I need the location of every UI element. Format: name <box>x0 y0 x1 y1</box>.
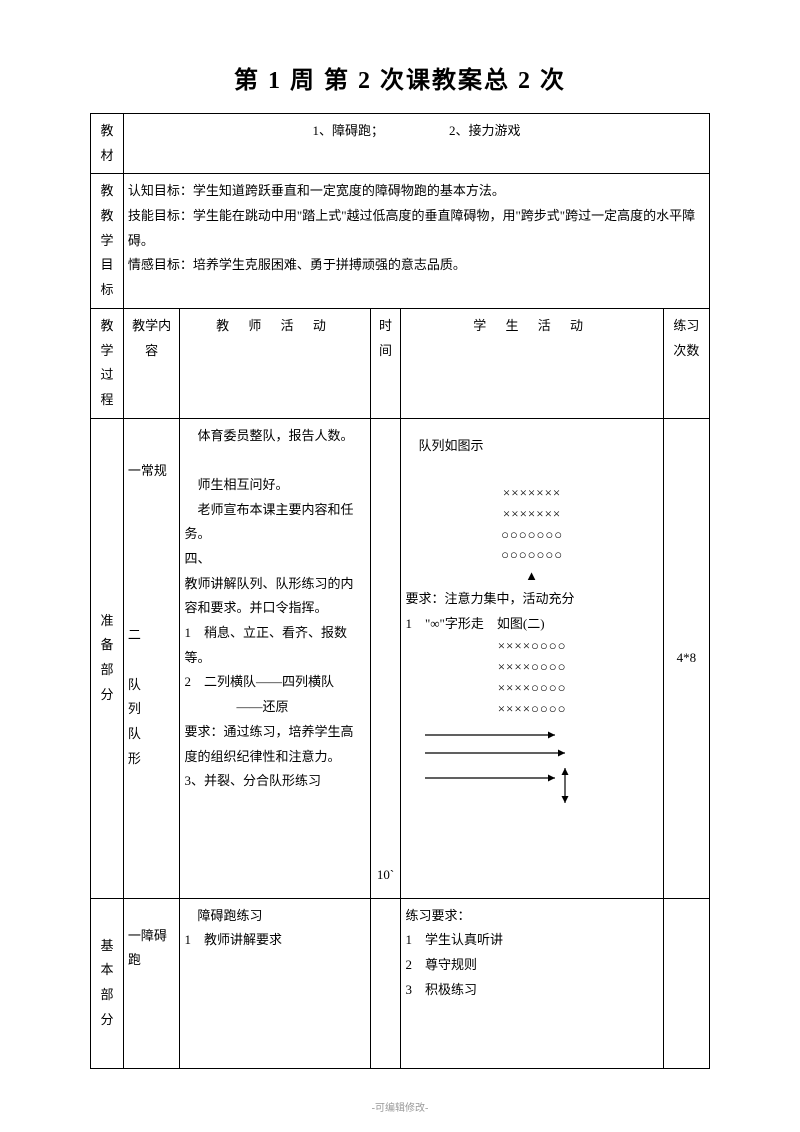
material-label: 教材 <box>91 114 124 174</box>
prep-content2: 二 队列队形 <box>128 623 176 771</box>
goals-label: 教 教学目标 <box>91 174 124 308</box>
header-reps: 练习次数 <box>663 308 709 418</box>
arrows-diagram <box>405 723 585 808</box>
prep-reps: 4*8 <box>663 418 709 898</box>
prep-section-label: 准备部分 <box>91 418 124 898</box>
header-time: 时间 <box>370 308 401 418</box>
header-student: 学 生 活 动 <box>401 308 663 418</box>
basic-reps <box>663 898 709 1068</box>
page-title: 第 1 周 第 2 次课教案总 2 次 <box>90 60 710 95</box>
page-footer: -可编辑修改- <box>0 1099 800 1114</box>
material-content: 1、障碍跑； 2、接力游戏 <box>123 114 709 174</box>
header-process: 教学过程 <box>91 308 124 418</box>
goals-content: 认知目标：学生知道跨跃垂直和一定宽度的障碍物跑的基本方法。 技能目标：学生能在跳… <box>123 174 709 308</box>
header-content: 教学内容 <box>123 308 180 418</box>
basic-time <box>370 898 401 1068</box>
basic-section-label: 基本部分 <box>91 898 124 1068</box>
basic-content-label: 一障碍跑 <box>123 898 180 1068</box>
prep-student-activity: 队列如图示 ××××××× ××××××× ○○○○○○○ ○○○○○○○ ▲ … <box>401 418 663 898</box>
prep-teacher-activity: 体育委员整队，报告人数。 师生相互问好。 老师宣布本课主要内容和任务。四、教师讲… <box>180 418 370 898</box>
prep-time: 10` <box>370 418 401 898</box>
prep-content-col: 一常规 二 队列队形 <box>123 418 180 898</box>
basic-teacher-activity: 障碍跑练习1 教师讲解要求 <box>180 898 370 1068</box>
lesson-plan-table: 教材 1、障碍跑； 2、接力游戏 教 教学目标 认知目标：学生知道跨跃垂直和一定… <box>90 113 710 1069</box>
header-teacher: 教 师 活 动 <box>180 308 370 418</box>
basic-student-activity: 练习要求：1 学生认真听讲2 尊守规则3 积极练习 <box>401 898 663 1068</box>
